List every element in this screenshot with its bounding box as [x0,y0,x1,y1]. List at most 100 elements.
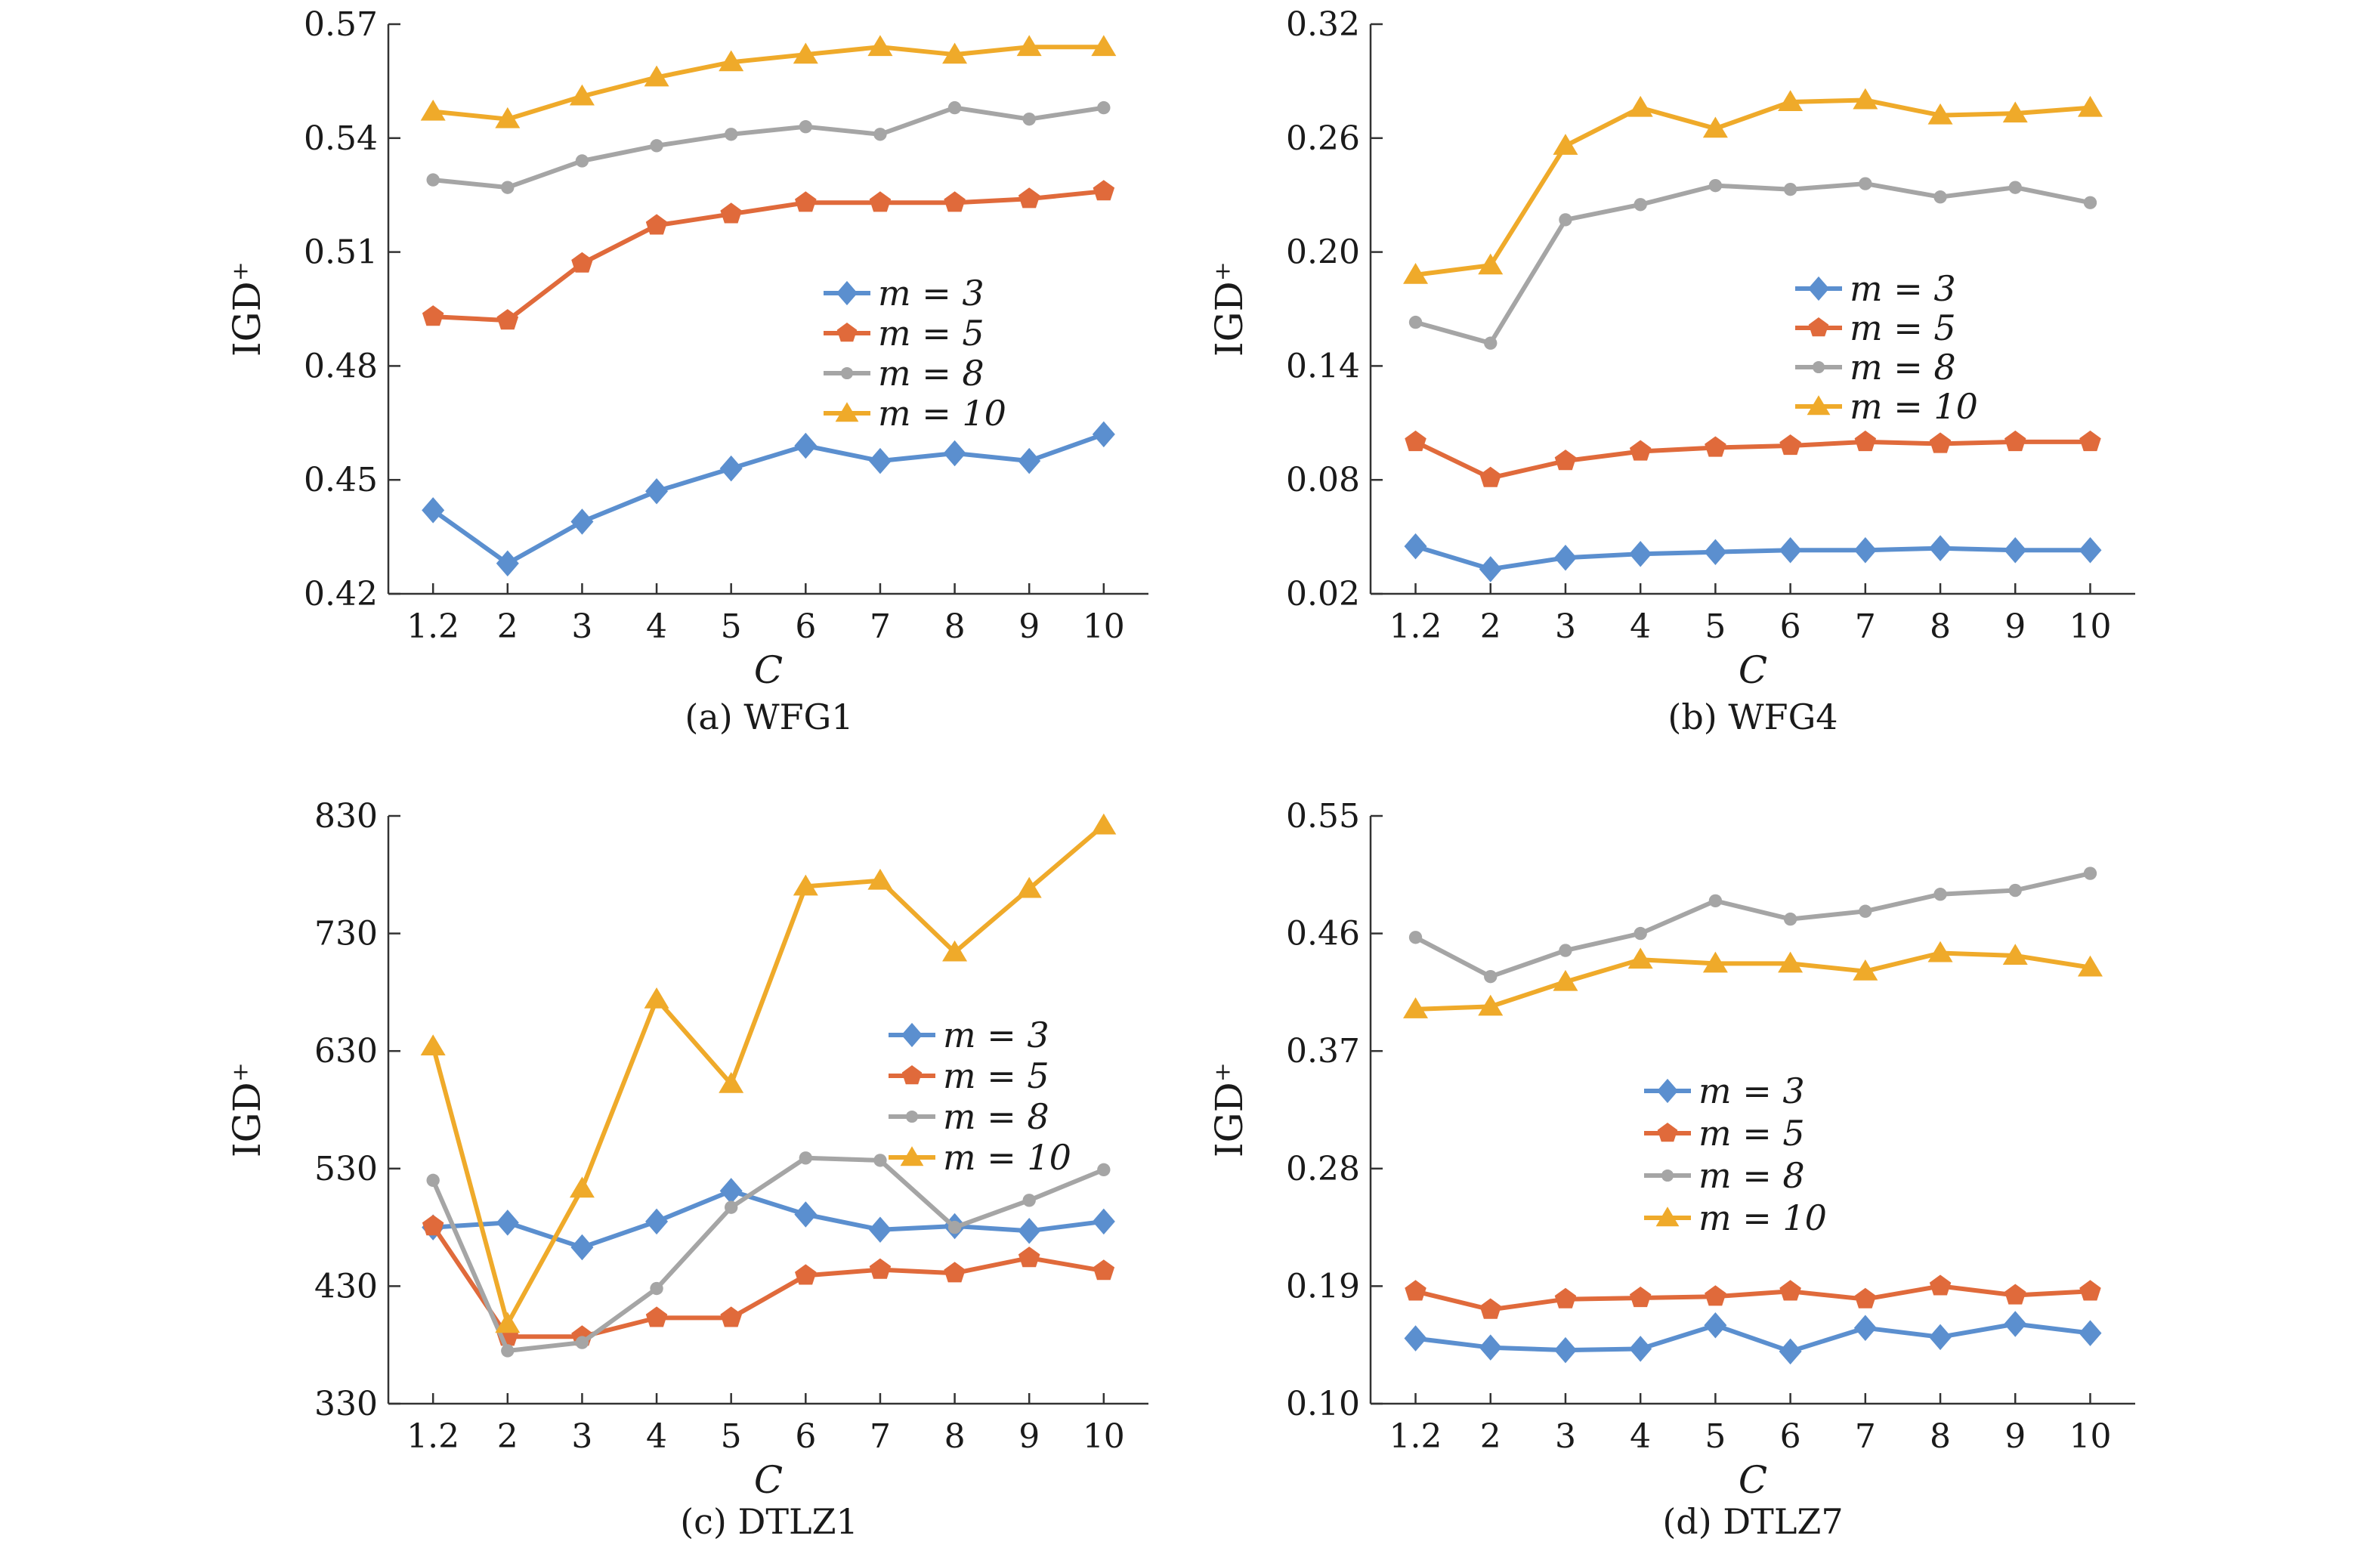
x-tick-label: 10 [1083,1417,1125,1456]
data-point [1559,944,1572,957]
data-point [719,50,744,72]
data-point [1022,112,1036,126]
data-point [1403,997,1429,1018]
data-point [1702,116,1728,138]
x-tick-label: 9 [2004,1417,2026,1456]
legend-label: m = 10 [1850,386,1978,427]
series-diamond [1404,1311,2102,1365]
data-point [1553,969,1578,991]
series-line [431,1155,1105,1353]
series-line [431,432,1105,566]
y-axis-label: IGD⁺ [225,1062,269,1157]
x-tick-label: 3 [571,1417,592,1456]
data-point [1091,35,1117,57]
x-tick-label: 3 [571,607,592,646]
data-point [1022,1194,1036,1207]
y-axis-label: IGD⁺ [225,261,269,357]
data-point [2002,101,2028,123]
x-tick-label: 7 [870,607,891,646]
y-tick-label: 0.28 [1286,1150,1360,1188]
x-tick-label: 2 [497,607,518,646]
data-point [2083,867,2097,880]
data-point [1859,904,1872,918]
x-tick-label: 7 [1855,607,1876,646]
series-line [432,105,1105,190]
panel-caption: (d) DTLZ7 [1662,1501,1843,1542]
series-triangle [420,813,1117,1333]
data-point [1405,430,1426,452]
series-circle [426,1151,1111,1358]
x-axis-label: C [1739,648,1767,692]
data-point [1559,213,1572,227]
data-point [793,42,818,64]
data-point [1553,544,1577,571]
data-point [422,497,445,524]
data-point [1627,947,1653,969]
y-tick-label: 0.55 [1286,797,1360,836]
legend-label: m = 8 [1698,1155,1805,1196]
x-tick-label: 9 [1018,607,1040,646]
series-line [1415,97,2091,277]
data-point [1629,440,1652,461]
data-point [1927,941,1953,962]
data-point [1859,177,1872,190]
legend-label: m = 5 [878,313,984,354]
data-point [2083,196,2097,209]
data-point [1779,1338,1802,1365]
data-point [1097,100,1111,115]
data-point [873,1154,887,1167]
series-triangle [1403,941,2103,1018]
x-tick-label: 2 [497,1417,518,1456]
data-point [645,214,668,235]
y-tick-label: 0.45 [304,461,378,499]
data-point [1779,1280,1801,1301]
data-point [1853,959,1878,981]
data-point [1927,103,1953,125]
legend-marker [901,1022,923,1048]
data-point [947,100,962,115]
data-point [1779,434,1801,456]
data-point [645,1306,668,1327]
data-point [1929,1274,1952,1296]
x-tick-label: 6 [795,1417,816,1456]
chart-panel-4: 0.10 0.19 0.28 0.37 0.46 0.55 1.2 2 3 4 5 6 7 8 9 10 C IG… [1207,797,2135,1542]
panel-caption: (a) WFG1 [685,697,853,737]
data-point [1783,912,1797,926]
y-tick-label: 0.02 [1286,575,1360,613]
legend-label: m = 8 [1850,347,1956,388]
data-point [1704,539,1727,565]
data-point [1708,894,1723,908]
data-point [1933,888,1947,901]
data-point [1478,253,1504,275]
data-point [2004,430,2026,452]
data-point [1018,1218,1041,1244]
series-line [1415,1321,2091,1354]
x-tick-label: 4 [646,607,667,646]
y-tick-label: 0.42 [304,575,378,613]
y-tick-label: 0.48 [304,347,378,385]
data-point [2077,95,2103,117]
data-point [2004,1311,2027,1337]
legend-label: m = 3 [943,1015,1049,1055]
series-line [1415,950,2091,1012]
legend-marker [905,1110,919,1123]
x-tick-label: 9 [2004,607,2026,646]
data-point [720,202,742,224]
data-point [1634,198,1647,212]
data-point [1629,540,1652,567]
data-point [1404,1325,1427,1352]
data-point [1629,1287,1652,1308]
legend-label: m = 8 [878,353,984,394]
data-point [1408,315,1423,329]
data-point [725,128,738,141]
data-point [1484,969,1498,984]
data-point [1405,1280,1426,1301]
data-point [719,1072,744,1093]
x-axis-label: C [1739,1458,1767,1502]
legend-marker [1661,1169,1674,1182]
y-tick-label: 730 [314,915,378,953]
data-point [794,1201,818,1228]
data-point [943,440,966,467]
data-point [501,1344,515,1358]
